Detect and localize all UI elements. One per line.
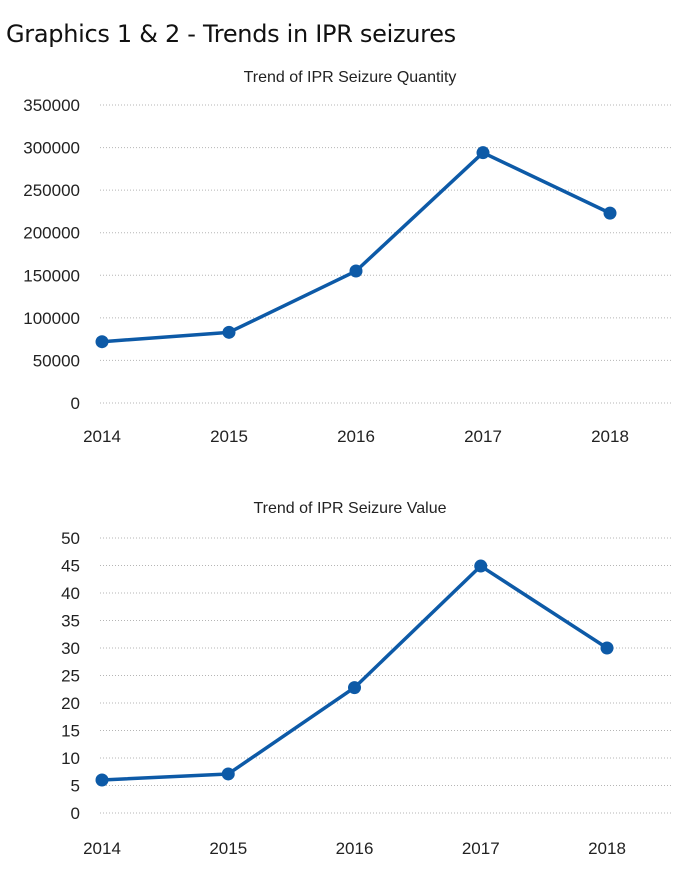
x-tick-label: 2014 <box>83 427 121 446</box>
y-tick-label: 10 <box>61 749 80 768</box>
data-point <box>222 325 236 339</box>
y-tick-label: 100000 <box>23 309 80 328</box>
data-point <box>603 206 617 220</box>
x-tick-label: 2018 <box>588 839 626 858</box>
y-tick-label: 45 <box>61 557 80 576</box>
x-tick-label: 2017 <box>464 427 502 446</box>
chart-title: Trend of IPR Seizure Value <box>254 500 447 517</box>
data-point <box>221 767 235 781</box>
x-tick-label: 2014 <box>83 839 121 858</box>
data-point <box>600 641 614 655</box>
x-tick-label: 2018 <box>591 427 629 446</box>
x-tick-label: 2016 <box>336 839 374 858</box>
chart-title: Trend of IPR Seizure Quantity <box>244 69 457 86</box>
data-point <box>474 559 488 573</box>
y-tick-label: 15 <box>61 722 80 741</box>
y-tick-label: 20 <box>61 694 80 713</box>
y-tick-label: 300000 <box>23 139 80 158</box>
x-tick-label: 2015 <box>210 427 248 446</box>
x-tick-label: 2016 <box>337 427 375 446</box>
x-tick-label: 2017 <box>462 839 500 858</box>
data-point <box>476 146 490 160</box>
y-tick-label: 350000 <box>23 96 80 115</box>
series-line <box>100 564 609 782</box>
data-point <box>95 773 109 787</box>
y-tick-label: 30 <box>61 639 80 658</box>
series-line <box>100 150 612 344</box>
x-tick-label: 2015 <box>209 839 247 858</box>
chart-seizure-quantity: Trend of IPR Seizure Quantity 0 50000 10000… <box>23 69 672 446</box>
page-title: Graphics 1 & 2 - Trends in IPR seizures <box>6 20 456 48</box>
y-tick-label: 150000 <box>23 266 80 285</box>
y-tick-label: 25 <box>61 667 80 686</box>
data-point <box>349 264 363 278</box>
y-tick-label: 200000 <box>23 224 80 243</box>
y-tick-label: 35 <box>61 612 80 631</box>
y-tick-label: 50 <box>61 529 80 548</box>
y-tick-label: 40 <box>61 584 80 603</box>
data-point <box>95 335 109 349</box>
y-tick-label: 5 <box>71 777 80 796</box>
y-tick-label: 0 <box>71 804 80 823</box>
y-tick-label: 50000 <box>33 351 80 370</box>
y-tick-label: 0 <box>71 394 80 413</box>
chart-seizure-value: Trend of IPR Seizure Value 0 5 10 15 20 25 30 35… <box>61 500 672 858</box>
data-point <box>348 681 361 695</box>
y-tick-label: 250000 <box>23 181 80 200</box>
